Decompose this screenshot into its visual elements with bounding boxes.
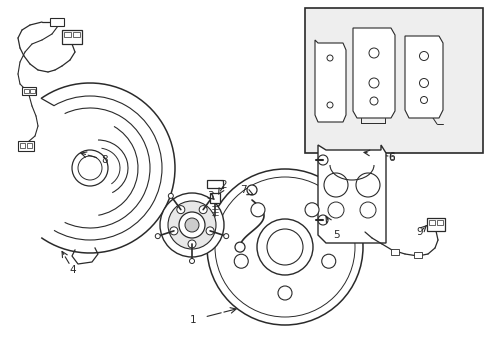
Bar bbox=[206, 180, 223, 188]
Circle shape bbox=[327, 202, 343, 218]
Circle shape bbox=[368, 48, 378, 58]
Bar bbox=[428, 220, 434, 225]
Bar bbox=[413, 252, 421, 258]
Circle shape bbox=[257, 219, 312, 275]
Bar bbox=[20, 143, 25, 148]
Circle shape bbox=[155, 234, 160, 239]
Circle shape bbox=[305, 203, 318, 217]
Circle shape bbox=[189, 258, 194, 264]
Polygon shape bbox=[352, 28, 394, 118]
Bar bbox=[18, 141, 34, 151]
Text: 8: 8 bbox=[102, 155, 108, 165]
Circle shape bbox=[420, 96, 427, 104]
Bar bbox=[50, 18, 64, 26]
Circle shape bbox=[326, 55, 332, 61]
Text: 3: 3 bbox=[206, 191, 213, 201]
Circle shape bbox=[160, 193, 224, 257]
Text: 6: 6 bbox=[388, 152, 394, 162]
Circle shape bbox=[246, 185, 257, 195]
Circle shape bbox=[359, 202, 375, 218]
Circle shape bbox=[368, 78, 378, 88]
Circle shape bbox=[179, 212, 204, 238]
Circle shape bbox=[324, 173, 347, 197]
Circle shape bbox=[168, 193, 173, 198]
Circle shape bbox=[266, 229, 303, 265]
Polygon shape bbox=[404, 36, 442, 118]
Polygon shape bbox=[314, 40, 346, 122]
Bar bbox=[390, 249, 398, 255]
Bar bbox=[62, 30, 82, 44]
Bar bbox=[305, 8, 482, 153]
Polygon shape bbox=[317, 145, 385, 243]
Circle shape bbox=[187, 240, 196, 248]
Circle shape bbox=[78, 156, 102, 180]
Text: 4: 4 bbox=[70, 265, 76, 275]
Circle shape bbox=[250, 203, 264, 217]
Text: 6: 6 bbox=[388, 153, 394, 163]
Bar bbox=[209, 193, 220, 203]
Circle shape bbox=[199, 206, 207, 213]
Circle shape bbox=[215, 177, 354, 317]
Text: 7: 7 bbox=[239, 185, 246, 195]
Circle shape bbox=[235, 242, 244, 252]
Text: 2: 2 bbox=[220, 180, 227, 190]
Circle shape bbox=[224, 234, 228, 239]
Circle shape bbox=[317, 215, 327, 225]
Circle shape bbox=[317, 155, 327, 165]
Bar bbox=[436, 220, 442, 225]
Circle shape bbox=[326, 102, 332, 108]
Circle shape bbox=[177, 206, 184, 213]
Bar bbox=[27, 143, 32, 148]
Circle shape bbox=[321, 254, 335, 268]
Circle shape bbox=[72, 150, 108, 186]
Circle shape bbox=[234, 254, 248, 268]
Circle shape bbox=[184, 218, 199, 232]
Circle shape bbox=[210, 193, 215, 198]
Bar bbox=[64, 32, 71, 37]
Bar bbox=[24, 89, 29, 93]
Text: 5: 5 bbox=[333, 230, 340, 240]
Bar bbox=[426, 218, 444, 231]
Text: 1: 1 bbox=[189, 315, 196, 325]
Circle shape bbox=[419, 51, 427, 60]
Circle shape bbox=[206, 169, 362, 325]
Circle shape bbox=[369, 97, 377, 105]
Bar bbox=[73, 32, 80, 37]
Circle shape bbox=[170, 227, 178, 235]
Circle shape bbox=[168, 201, 216, 249]
Circle shape bbox=[278, 286, 291, 300]
Circle shape bbox=[419, 78, 427, 87]
Circle shape bbox=[205, 227, 214, 235]
Bar bbox=[30, 89, 35, 93]
Circle shape bbox=[355, 173, 379, 197]
Bar bbox=[22, 87, 36, 95]
Text: 9: 9 bbox=[416, 227, 423, 237]
